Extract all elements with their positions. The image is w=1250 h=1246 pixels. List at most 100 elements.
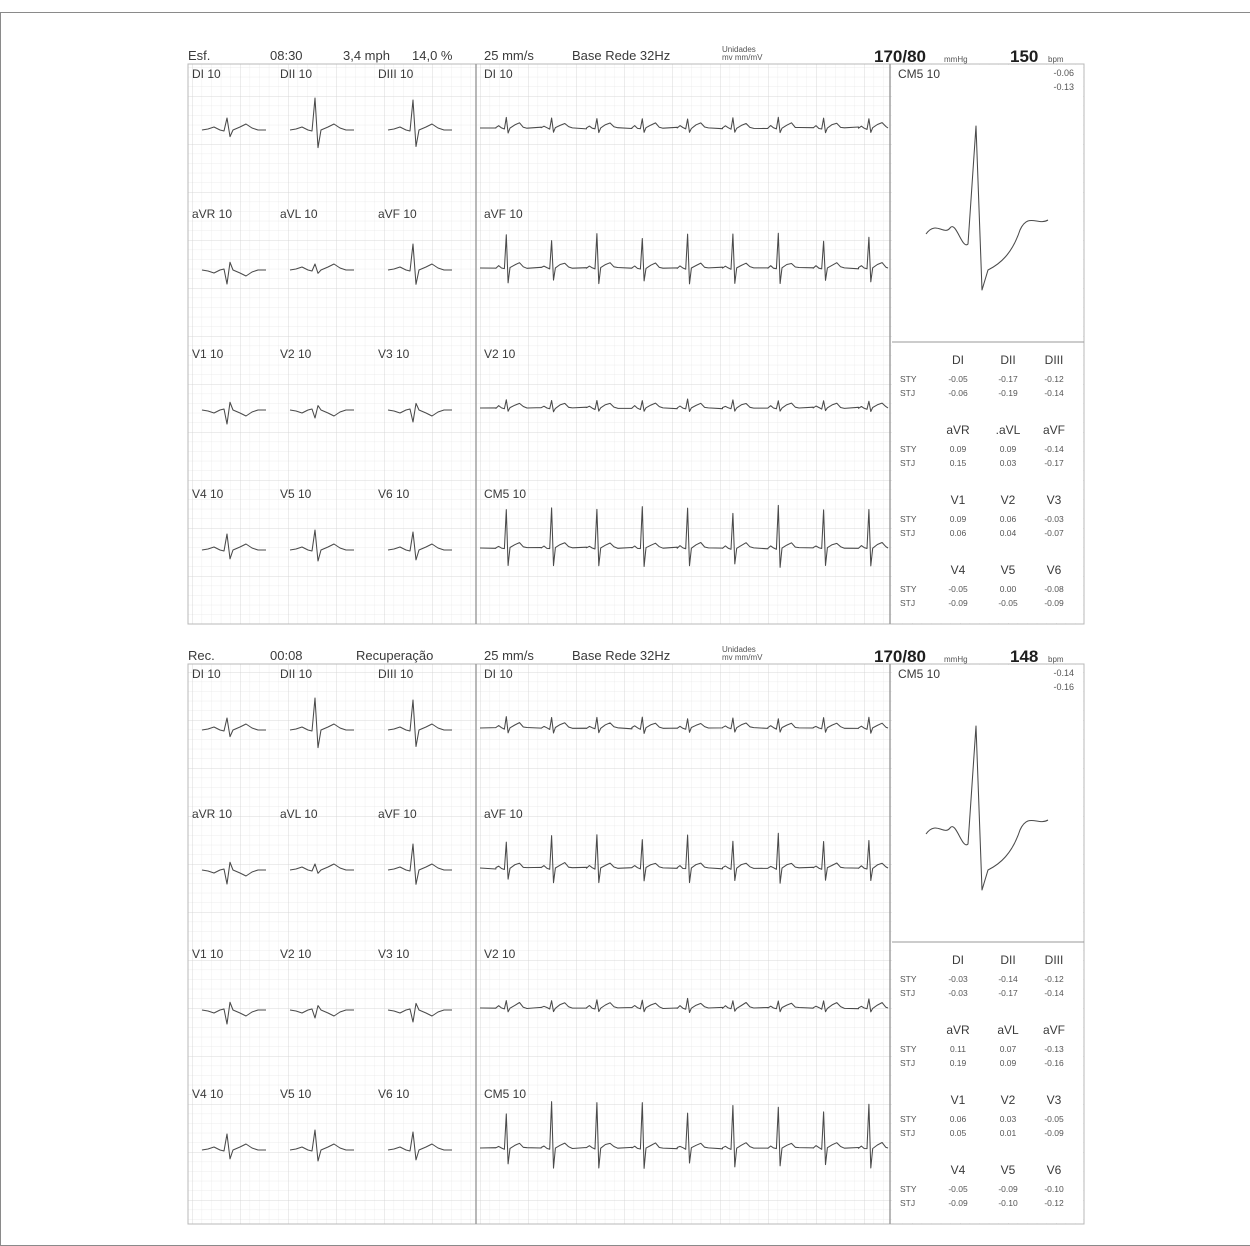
- lead-label: V1 10: [192, 347, 224, 361]
- st-lead-header: V3: [1047, 493, 1062, 507]
- lead-label: V2 10: [280, 947, 312, 961]
- sty-value: -0.05: [948, 1184, 968, 1194]
- lead-waveform: [387, 99, 452, 148]
- sty-value: 0.06: [1000, 514, 1017, 524]
- st-lead-header: V2: [1001, 493, 1016, 507]
- st-lead-header: V2: [1001, 1093, 1016, 1107]
- lead-label: V5 10: [280, 487, 312, 501]
- grid-border: [187, 663, 1085, 1225]
- rhythm-lead-label: CM5 10: [484, 1087, 526, 1101]
- panel-header: Esf. 08:30 3,4 mph 14,0 % 25 mm/s Base Rede 3…: [188, 45, 1064, 66]
- sty-row-label: STY: [900, 1184, 917, 1194]
- stj-value: -0.07: [1044, 528, 1064, 538]
- panel-exercise: Esf. 08:30 3,4 mph 14,0 % 25 mm/s Base Rede 3…: [187, 45, 1085, 625]
- rhythm-lead-label: CM5 10: [484, 487, 526, 501]
- stj-value: -0.09: [1044, 1128, 1064, 1138]
- zoom-value-2: -0.13: [1053, 82, 1074, 92]
- sty-value: -0.13: [1044, 1044, 1064, 1054]
- rhythm-strip: [479, 997, 889, 1014]
- lead-label: V4 10: [192, 1087, 224, 1101]
- st-lead-header: aVR: [946, 423, 970, 437]
- paper-speed: 25 mm/s: [484, 48, 534, 63]
- st-lead-header: aVR: [946, 1023, 970, 1037]
- stj-value: 0.15: [950, 458, 967, 468]
- lead-waveform: [201, 717, 266, 738]
- lead-label: DII 10: [280, 67, 312, 81]
- stj-row-label: STJ: [900, 1058, 915, 1068]
- units-label: Unidades: [722, 45, 756, 54]
- st-lead-header: aVL: [997, 1023, 1019, 1037]
- lead-waveform: [201, 533, 266, 560]
- lead-label: aVF 10: [378, 207, 417, 221]
- st-lead-header: DI: [952, 353, 964, 367]
- sty-row-label: STY: [900, 514, 917, 524]
- zoom-panel-bg: [892, 65, 1083, 623]
- st-measurements-table: DI DII DIII STY STJ -0.05 -0.17 -0.12 -0.06 -0.19…: [900, 353, 1065, 608]
- sty-value: -0.09: [998, 1184, 1018, 1194]
- lead-waveform: [387, 243, 452, 285]
- stj-value: -0.17: [1044, 458, 1064, 468]
- lead-label: V4 10: [192, 487, 224, 501]
- paper-speed: 25 mm/s: [484, 648, 534, 663]
- heart-rate: 150: [1010, 47, 1038, 66]
- sty-value: 0.09: [950, 444, 967, 454]
- rhythm-lead-label: V2 10: [484, 347, 516, 361]
- stj-value: -0.12: [1044, 1198, 1064, 1208]
- st-lead-header: DI: [952, 953, 964, 967]
- rhythm-strip: [479, 716, 889, 734]
- zoomed-complex-waveform: [925, 725, 1049, 891]
- st-lead-header: V6: [1047, 1163, 1062, 1177]
- lead-label: aVR 10: [192, 207, 232, 221]
- stj-value: -0.09: [1044, 598, 1064, 608]
- sty-row-label: STY: [900, 1114, 917, 1124]
- sty-value: -0.05: [1044, 1114, 1064, 1124]
- st-lead-header: V5: [1001, 1163, 1016, 1177]
- stj-row-label: STJ: [900, 598, 915, 608]
- st-lead-header: DIII: [1045, 353, 1064, 367]
- stj-row-label: STJ: [900, 988, 915, 998]
- lead-waveform: [289, 405, 354, 419]
- stj-row-label: STJ: [900, 528, 915, 538]
- lead-label: DI 10: [192, 667, 221, 681]
- zoom-lead-label: CM5 10: [898, 67, 940, 81]
- zoom-value-1: -0.06: [1053, 68, 1074, 78]
- stj-value: 0.04: [1000, 528, 1017, 538]
- st-lead-header: aVF: [1043, 1023, 1065, 1037]
- lead-label: aVL 10: [280, 807, 318, 821]
- sty-value: -0.03: [948, 974, 968, 984]
- zoom-lead-label: CM5 10: [898, 667, 940, 681]
- lead-label: V2 10: [280, 347, 312, 361]
- zoom-value-2: -0.16: [1053, 682, 1074, 692]
- sty-value: 0.09: [1000, 444, 1017, 454]
- lead-label: V3 10: [378, 947, 410, 961]
- rhythm-strip: [480, 116, 889, 134]
- rhythm-strip: [479, 232, 889, 285]
- st-lead-header: V1: [951, 493, 966, 507]
- lead-label: aVR 10: [192, 807, 232, 821]
- lead-waveform: [289, 697, 354, 749]
- rhythm-strip: [479, 504, 889, 568]
- lead-waveform: [289, 263, 354, 274]
- stj-value: -0.14: [1044, 388, 1064, 398]
- rhythm-strip: [479, 832, 889, 884]
- sty-value: -0.05: [948, 584, 968, 594]
- lead-label: DI 10: [192, 67, 221, 81]
- lead-waveform: [201, 401, 266, 425]
- stj-value: 0.03: [1000, 458, 1017, 468]
- lead-label: V1 10: [192, 947, 224, 961]
- phase-label: Rec.: [188, 648, 215, 663]
- zoomed-complex-panel: CM5 10 -0.14 -0.16: [898, 667, 1074, 891]
- lead-waveform: [289, 529, 354, 562]
- lead-label: aVL 10: [280, 207, 318, 221]
- stj-value: 0.06: [950, 528, 967, 538]
- lead-waveform: [289, 863, 354, 874]
- lead-waveform: [201, 1001, 266, 1025]
- stj-value: -0.10: [998, 1198, 1018, 1208]
- st-lead-header: V1: [951, 1093, 966, 1107]
- sty-row-label: STY: [900, 444, 917, 454]
- sty-row-label: STY: [900, 374, 917, 384]
- sty-value: -0.12: [1044, 974, 1064, 984]
- units-values: mv mm/mV: [722, 653, 763, 662]
- lead-waveform: [387, 531, 452, 561]
